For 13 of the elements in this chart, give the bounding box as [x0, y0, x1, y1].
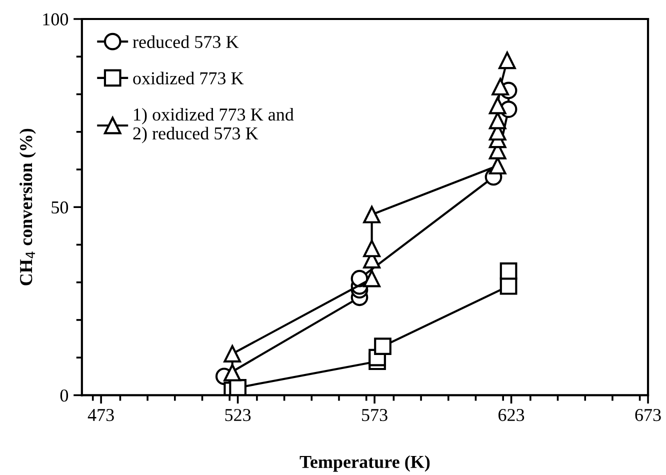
- legend-label: 1) oxidized 773 K and 2) reduced 573 K: [133, 108, 294, 144]
- x-tick-label: 473: [88, 408, 114, 422]
- x-tick-label: 623: [498, 408, 524, 422]
- legend-label: oxidized 773 K: [133, 72, 244, 84]
- x-tick-label: 573: [362, 408, 388, 422]
- x-axis-title: Temperature (K): [300, 455, 430, 472]
- y-axis-title: CH$_{4}$ conversion (%): [19, 128, 36, 286]
- x-tick-label: 523: [225, 408, 251, 422]
- legend-label: reduced 573 K: [132, 35, 239, 48]
- x-tick-label: 673: [635, 408, 661, 422]
- y-tick-label: 0: [60, 389, 68, 402]
- y-tick-label: 100: [43, 13, 68, 26]
- y-tick-label: 50: [52, 201, 68, 214]
